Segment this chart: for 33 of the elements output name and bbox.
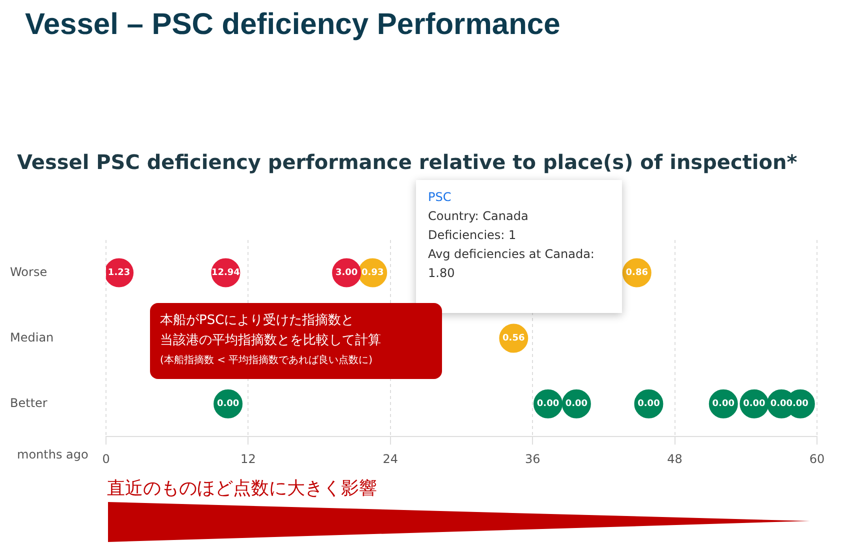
- x-tick-label: 48: [667, 452, 682, 466]
- annotation: 3.00: [335, 268, 358, 278]
- y-tick-label: Median: [10, 330, 54, 344]
- y-tick-label: Worse: [10, 264, 48, 279]
- annotation: 本船がPSCにより受けた指摘数と: [160, 312, 356, 330]
- annotation: 当該港の平均指摘数とを比較して計算: [160, 332, 382, 350]
- chart-title: Vessel – PSC deficiency Performance: [25, 8, 560, 42]
- annotation: 12.94: [211, 268, 240, 278]
- annotation: PSC Country: Canada Deficiencies: 1 Avg deficiencies at Canada: 1.80: [428, 189, 596, 282]
- x-tick-label: 24: [382, 452, 398, 466]
- annotation: 0.56: [502, 334, 525, 344]
- text: 直近のものほど点数に大きく影響: [107, 477, 377, 500]
- x-tick-label: 0: [102, 452, 110, 466]
- x-tick-label: 60: [809, 452, 825, 466]
- annotation: 0.00: [216, 399, 240, 410]
- annotation: (本船指摘数 < 平均指摘数であれば良い点数に): [160, 354, 374, 368]
- annotation: 0.00: [770, 399, 793, 410]
- x-tick-label: 36: [524, 452, 540, 466]
- annotation: 0.00: [712, 399, 734, 410]
- popup-box: PSC Country: Canada Deficiencies: 1 Avg deficiencies at Canada: 1.80: [416, 180, 622, 313]
- annotation: 0.86: [626, 268, 648, 278]
- annotation: 0.93: [362, 268, 384, 278]
- annotation: 0.00: [743, 399, 766, 410]
- annotation: 0.00: [565, 399, 588, 410]
- x-tick-label: 12: [240, 452, 256, 466]
- annotation: 0.00: [638, 399, 660, 410]
- x-axis-title: months ago: [17, 448, 88, 462]
- callout-box: 本船がPSCにより受けた指摘数と 当該港の平均指摘数とを比較して計算 (本船指摘数 < 平均指摘数であれば良い点数に): [150, 303, 442, 379]
- chart-subtitle: Vessel PSC deficiency performance relative to place(s) of inspection*: [17, 150, 798, 174]
- annotation: 1.23: [108, 268, 130, 278]
- annotation: 0.00: [536, 399, 560, 410]
- annotation: .00: [792, 399, 808, 410]
- y-tick-label: Better: [10, 396, 48, 410]
